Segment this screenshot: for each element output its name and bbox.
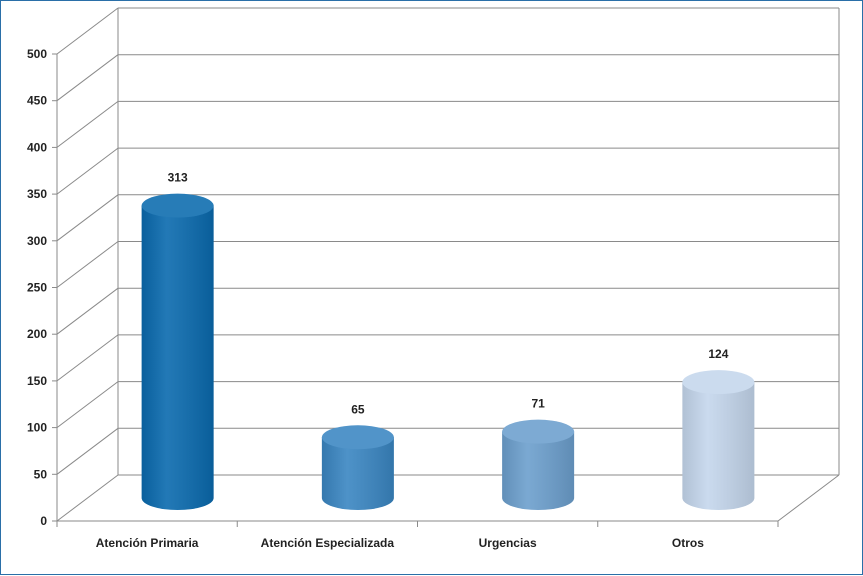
- x-category-label: Atención Especializada: [261, 536, 395, 550]
- gridline-side: [57, 8, 118, 54]
- gridline-side: [57, 382, 118, 428]
- gridline-side: [57, 195, 118, 241]
- bar-3: [502, 420, 574, 510]
- bar-shading: [682, 382, 754, 510]
- y-tick-label: 350: [27, 187, 47, 201]
- gridline-side: [57, 55, 118, 101]
- gridline-side: [57, 335, 118, 381]
- x-axis-categories: Atención Primaria Atención Especializada U…: [57, 521, 778, 550]
- bar-2: [322, 425, 394, 510]
- data-label: 65: [351, 402, 365, 416]
- y-tick-label: 450: [27, 94, 47, 108]
- bar-top-highlight: [322, 425, 394, 449]
- y-tick-label: 50: [34, 467, 48, 481]
- gridline-side: [57, 242, 118, 288]
- data-label: 313: [168, 171, 188, 185]
- bar-top-highlight: [502, 420, 574, 444]
- y-tick-label: 400: [27, 140, 47, 154]
- y-tick-label: 200: [27, 327, 47, 341]
- bar-1: [142, 194, 214, 510]
- y-tick-label: 300: [27, 234, 47, 248]
- data-label: 71: [531, 397, 545, 411]
- gridline-side: [57, 288, 118, 334]
- gridline-side: [57, 428, 118, 474]
- bar-4: [682, 370, 754, 510]
- x-category-label: Urgencias: [479, 536, 537, 550]
- y-tick-label: 250: [27, 281, 47, 295]
- bar-top-highlight: [682, 370, 754, 394]
- y-tick-label: 100: [27, 421, 47, 435]
- gridline-side: [57, 101, 118, 147]
- data-label: 124: [708, 347, 728, 361]
- gridline-side: [57, 475, 118, 521]
- x-category-label: Otros: [672, 536, 704, 550]
- gridline-side: [57, 148, 118, 194]
- floor-right-edge: [778, 475, 839, 521]
- x-category-label: Atención Primaria: [96, 536, 199, 550]
- y-axis-ticks: 0 50 100 150 200 250 300 350 400 450 500: [27, 47, 57, 528]
- bar-shading: [142, 206, 214, 510]
- y-tick-label: 150: [27, 374, 47, 388]
- bar-top-highlight: [142, 194, 214, 218]
- y-tick-label: 500: [27, 47, 47, 61]
- y-tick-label: 0: [40, 514, 47, 528]
- data-labels: 313 65 71 124: [168, 171, 729, 417]
